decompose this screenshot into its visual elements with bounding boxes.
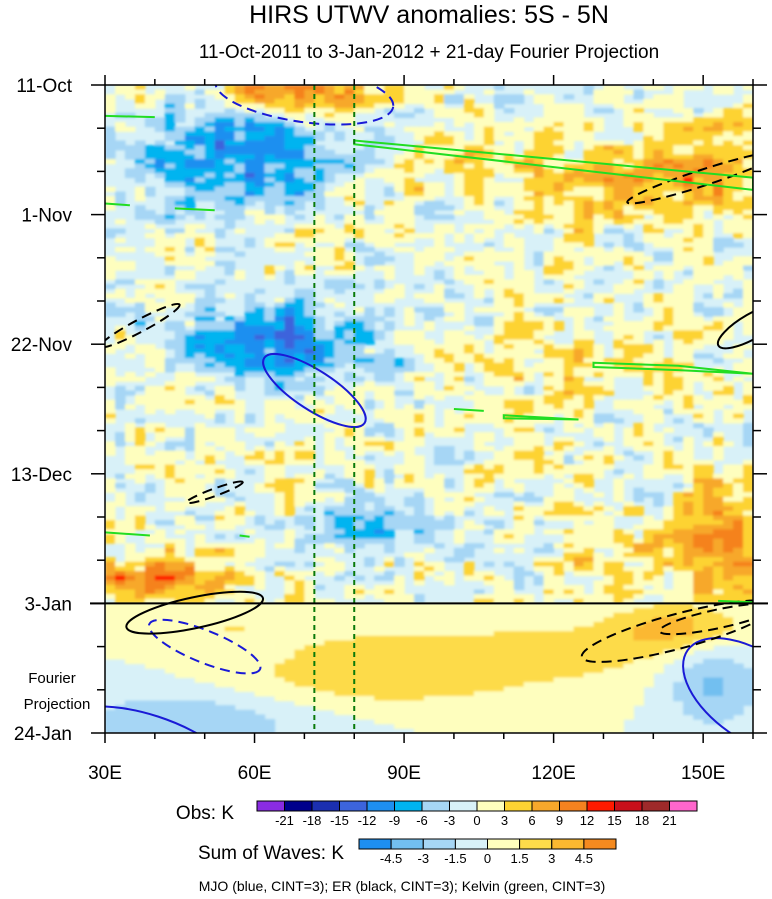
colorbar-tick-label: 4.5 xyxy=(575,851,593,866)
colorbar-swatch xyxy=(519,838,553,850)
projection-anomaly-field xyxy=(105,603,753,733)
kelvin-contour-sw xyxy=(105,531,150,537)
plot-area xyxy=(105,85,753,733)
colorbar-tick-label: 12 xyxy=(580,813,594,828)
colorbar-swatch xyxy=(366,800,395,812)
y-tick-label: 24-Jan xyxy=(14,724,72,745)
colorbar-swatch xyxy=(256,800,285,812)
kelvin-contour-se xyxy=(718,599,753,604)
y-tick-label: 22-Nov xyxy=(11,335,73,356)
colorbar-swatch xyxy=(449,800,478,812)
colorbar-tick-label: 21 xyxy=(662,813,676,828)
colorbar-swatch xyxy=(390,838,424,850)
projection-label-line1: Fourier xyxy=(28,670,76,687)
colorbar-swatch xyxy=(531,800,560,812)
er-contour-e xyxy=(716,302,753,350)
x-tick-label: 30E xyxy=(88,763,122,784)
chart-title: HIRS UTWV anomalies: 5S - 5N xyxy=(249,1,609,29)
colorbar-tick-label: 0 xyxy=(473,813,480,828)
colorbar-swatch xyxy=(421,800,450,812)
colorbar-swatch xyxy=(669,800,698,812)
colorbar-tick-label: 15 xyxy=(607,813,621,828)
kelvin-contour-nw3 xyxy=(174,207,215,212)
er-contour-proj-w xyxy=(125,590,265,635)
kelvin-contour-mid2 xyxy=(502,414,579,421)
colorbar-swatch xyxy=(454,838,488,850)
x-tick-label: 60E xyxy=(238,763,272,784)
x-tick-label: 150E xyxy=(681,763,725,784)
colorbar-tick-label: 9 xyxy=(556,813,563,828)
waves-colorbar: -4.5 -3 -1.5 0 1.5 3 4.5 xyxy=(358,838,617,866)
observed-anomaly-field xyxy=(105,85,753,604)
mjo-contour-sw xyxy=(105,705,242,733)
y-tick-label: 13-Dec xyxy=(11,465,72,486)
colorbar-swatch xyxy=(358,838,392,850)
colorbar-tick-label: -3 xyxy=(444,813,456,828)
projection-label-line2: Projection xyxy=(24,696,91,713)
colorbar-swatch xyxy=(559,800,588,812)
colorbar-tick-label: -3 xyxy=(418,851,430,866)
mjo-contour-proj xyxy=(147,618,262,675)
mjo-contour-mid xyxy=(262,352,367,429)
colorbar-tick-label: -18 xyxy=(303,813,322,828)
x-tick-label: 90E xyxy=(387,763,421,784)
colorbar-swatch xyxy=(284,800,313,812)
colorbar-tick-label: 18 xyxy=(635,813,649,828)
colorbar-swatch xyxy=(339,800,368,812)
kelvin-contour-nw1 xyxy=(105,114,155,119)
kelvin-contour-mid1 xyxy=(453,408,484,412)
kelvin-contour-nw2 xyxy=(105,202,130,207)
plot-frame xyxy=(104,84,754,734)
colorbar-swatch xyxy=(476,800,505,812)
y-tick-label: 11-Oct xyxy=(16,76,72,97)
contour-note: MJO (blue, CINT=3); ER (black, CINT=3); … xyxy=(199,878,606,894)
colorbar-tick-label: 3 xyxy=(548,851,555,866)
y-tick-label: 1-Nov xyxy=(21,206,72,227)
colorbar-swatch xyxy=(311,800,340,812)
colorbar-tick-label: -4.5 xyxy=(380,851,402,866)
colorbar-swatch xyxy=(583,838,617,850)
obs-legend-label: Obs: K xyxy=(176,803,234,824)
colorbar-swatch xyxy=(586,800,615,812)
colorbar-swatch xyxy=(422,838,456,850)
x-tick-label: 120E xyxy=(531,763,575,784)
colorbar-swatch xyxy=(487,838,521,850)
y-tick-label: 3-Jan xyxy=(24,594,72,615)
chart-subtitle: 11-Oct-2011 to 3-Jan-2012 + 21-day Fouri… xyxy=(199,42,659,63)
reference-lines xyxy=(313,85,356,733)
colorbar-tick-label: 6 xyxy=(528,813,535,828)
colorbar-tick-label: 0 xyxy=(484,851,491,866)
y-axis: 11-Oct 1-Nov 22-Nov 13-Dec 3-Jan 24-Jan xyxy=(11,76,768,745)
colorbar-tick-label: -6 xyxy=(416,813,428,828)
colorbar-tick-label: 3 xyxy=(501,813,508,828)
colorbar-swatch xyxy=(641,800,670,812)
mjo-contour-east xyxy=(682,637,753,733)
kelvin-contour-sw2 xyxy=(239,534,250,538)
er-contour-w xyxy=(105,302,181,349)
colorbar-tick-label: -21 xyxy=(275,813,294,828)
colorbar-tick-label: -12 xyxy=(358,813,377,828)
colorbar-tick-label: 1.5 xyxy=(511,851,529,866)
colorbar-swatch xyxy=(614,800,643,812)
colorbar-swatch xyxy=(394,800,423,812)
er-contour-proj-e2 xyxy=(658,602,753,636)
colorbar-tick-label: -9 xyxy=(389,813,401,828)
er-contour-small xyxy=(185,480,244,505)
kelvin-contour-e xyxy=(592,361,753,375)
x-axis: 30E 60E 90E 120E 150E xyxy=(88,75,754,784)
colorbar-swatch xyxy=(504,800,533,812)
colorbar-tick-label: -1.5 xyxy=(444,851,466,866)
obs-colorbar: -21 -18 -15 -12 -9 -6 -3 0 3 6 9 12 15 18 21 xyxy=(256,800,698,828)
er-contour-proj-e xyxy=(580,599,753,663)
colorbar-swatch xyxy=(551,838,585,850)
colorbar-tick-label: -15 xyxy=(330,813,349,828)
waves-legend-label: Sum of Waves: K xyxy=(198,843,344,864)
